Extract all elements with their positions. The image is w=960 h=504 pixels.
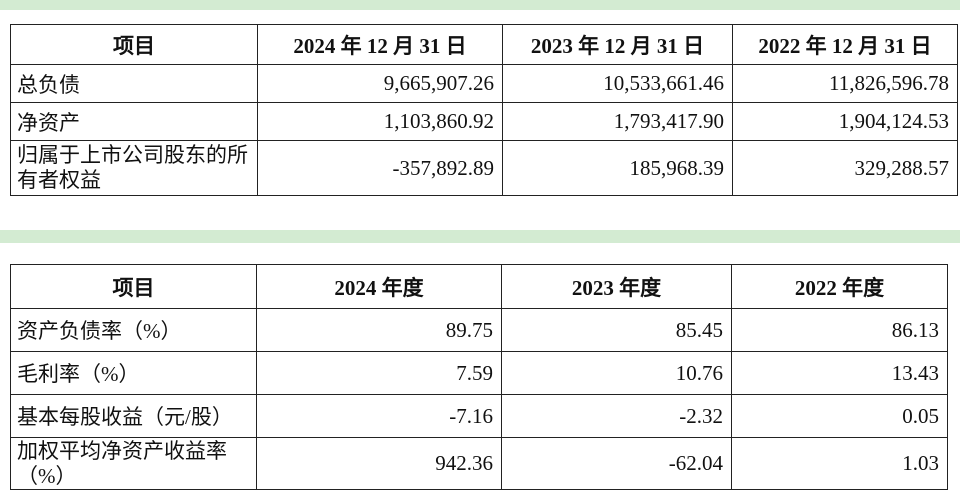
row-label: 归属于上市公司股东的所有者权益 bbox=[10, 140, 258, 196]
cell-value: 13.43 bbox=[731, 351, 948, 395]
cell-value: -357,892.89 bbox=[257, 140, 503, 196]
ratio-table: 项目 2024 年度 2023 年度 2022 年度 资产负债率（%） 89.7… bbox=[10, 264, 948, 490]
cell-value: 1,103,860.92 bbox=[257, 102, 503, 141]
header-2023: 2023 年 12 月 31 日 bbox=[502, 24, 733, 65]
table-row: 资产负债率（%） 89.75 85.45 86.13 bbox=[10, 308, 948, 352]
header-2023: 2023 年度 bbox=[501, 264, 732, 309]
cell-value: 86.13 bbox=[731, 308, 948, 352]
cell-value: 1,904,124.53 bbox=[732, 102, 958, 141]
ratio-panel: 项目 2024 年度 2023 年度 2022 年度 资产负债率（%） 89.7… bbox=[0, 243, 960, 504]
cell-value: 11,826,596.78 bbox=[732, 64, 958, 103]
table-row: 毛利率（%） 7.59 10.76 13.43 bbox=[10, 351, 948, 395]
row-label: 毛利率（%） bbox=[10, 351, 257, 395]
row-label: 总负债 bbox=[10, 64, 258, 103]
header-item: 项目 bbox=[10, 264, 257, 309]
row-label: 加权平均净资产收益率（%） bbox=[10, 437, 257, 490]
balance-panel: 项目 2024 年 12 月 31 日 2023 年 12 月 31 日 202… bbox=[0, 10, 960, 230]
header-2022: 2022 年度 bbox=[731, 264, 948, 309]
cell-value: 7.59 bbox=[256, 351, 502, 395]
cell-value: -2.32 bbox=[501, 394, 732, 438]
row-label: 净资产 bbox=[10, 102, 258, 141]
header-2022: 2022 年 12 月 31 日 bbox=[732, 24, 958, 65]
table-header-row: 项目 2024 年 12 月 31 日 2023 年 12 月 31 日 202… bbox=[10, 24, 958, 65]
cell-value: 0.05 bbox=[731, 394, 948, 438]
cell-value: 185,968.39 bbox=[502, 140, 733, 196]
cell-value: -7.16 bbox=[256, 394, 502, 438]
balance-table: 项目 2024 年 12 月 31 日 2023 年 12 月 31 日 202… bbox=[10, 24, 958, 196]
cell-value: 1,793,417.90 bbox=[502, 102, 733, 141]
cell-value: 1.03 bbox=[731, 437, 948, 490]
row-label: 基本每股收益（元/股） bbox=[10, 394, 257, 438]
table-row: 基本每股收益（元/股） -7.16 -2.32 0.05 bbox=[10, 394, 948, 438]
header-2024: 2024 年 12 月 31 日 bbox=[257, 24, 503, 65]
cell-value: -62.04 bbox=[501, 437, 732, 490]
table-row: 总负债 9,665,907.26 10,533,661.46 11,826,59… bbox=[10, 64, 958, 103]
table-header-row: 项目 2024 年度 2023 年度 2022 年度 bbox=[10, 264, 948, 309]
table-row: 加权平均净资产收益率（%） 942.36 -62.04 1.03 bbox=[10, 437, 948, 490]
table-row: 净资产 1,103,860.92 1,793,417.90 1,904,124.… bbox=[10, 102, 958, 141]
cell-value: 85.45 bbox=[501, 308, 732, 352]
table-row: 归属于上市公司股东的所有者权益 -357,892.89 185,968.39 3… bbox=[10, 140, 958, 196]
cell-value: 10,533,661.46 bbox=[502, 64, 733, 103]
cell-value: 89.75 bbox=[256, 308, 502, 352]
cell-value: 942.36 bbox=[256, 437, 502, 490]
header-2024: 2024 年度 bbox=[256, 264, 502, 309]
cell-value: 9,665,907.26 bbox=[257, 64, 503, 103]
row-label: 资产负债率（%） bbox=[10, 308, 257, 352]
cell-value: 10.76 bbox=[501, 351, 732, 395]
cell-value: 329,288.57 bbox=[732, 140, 958, 196]
header-item: 项目 bbox=[10, 24, 258, 65]
